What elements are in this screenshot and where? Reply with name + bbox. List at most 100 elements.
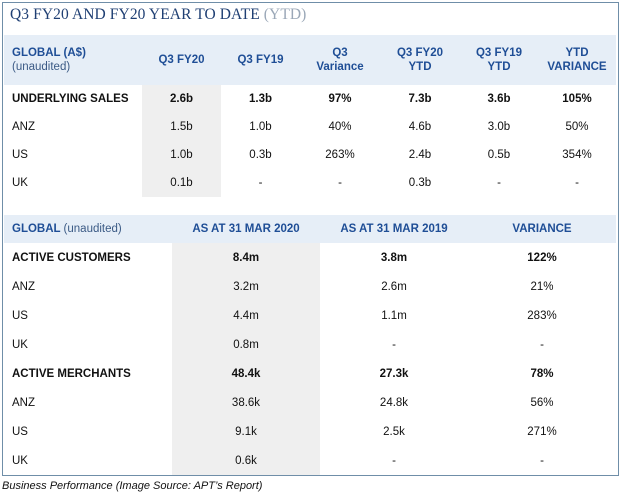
row-label: ANZ [12, 280, 35, 293]
table-cell: 354% [562, 149, 592, 161]
header-label: GLOBAL [12, 223, 61, 235]
table-row-anz: ANZ 38.6k 24.8k 56% [4, 388, 616, 417]
column-header: Q3 Variance [300, 35, 380, 85]
table-cell: 8.4m [172, 243, 320, 272]
column-header-line: Q3 [332, 47, 348, 59]
table-cell: 2.4b [408, 149, 432, 161]
column-header-line: Variance [316, 61, 364, 73]
table-cell: 7.3b [408, 93, 432, 105]
table-cell: 122% [527, 251, 557, 264]
column-header: AS AT 31 MAR 2020 [172, 215, 320, 243]
table-cell: 1.0b [249, 121, 272, 133]
row-label: US [12, 425, 28, 438]
table-row-uk: UK 0.8m - - [4, 330, 616, 359]
table-cell: 283% [527, 309, 557, 322]
header-row: GLOBAL (A$) (unaudited) Q3 FY20 Q3 FY19 Q3 Va… [4, 35, 616, 85]
table-cell: 0.3b [408, 177, 432, 189]
header-label-cell: GLOBAL (A$) (unaudited) [4, 35, 142, 85]
table-cell: 38.6k [172, 388, 320, 417]
column-header: Q3 FY19 [221, 35, 300, 85]
header-label: GLOBAL (A$) [12, 47, 86, 59]
table-cell: 40% [328, 121, 352, 133]
doc-title: Q3 FY20 AND FY20 YEAR TO DATE (YTD) [10, 6, 306, 24]
table-cell: - [258, 177, 263, 189]
header-sublabel: (unaudited) [12, 61, 71, 73]
doc-title-suffix: (YTD) [263, 6, 307, 23]
table-cell: 27.3k [379, 367, 409, 380]
table-cell: 1.3b [248, 93, 272, 105]
row-label: US [12, 309, 28, 322]
table-cell: 0.5b [487, 149, 511, 161]
table-cell: - [338, 177, 342, 189]
table-cell: - [540, 338, 544, 351]
table-row-anz: ANZ 1.5b 1.0b 40% 4.6b 3.0b 50% [4, 113, 616, 141]
row-label: UNDERLYING SALES [12, 93, 129, 105]
caption: Business Performance (Image Source: APT’… [2, 480, 263, 492]
column-header-line: YTD [487, 61, 511, 73]
table-row-active-merchants: ACTIVE MERCHANTS 48.4k 27.3k 78% [4, 359, 616, 388]
table-cell: - [392, 454, 396, 467]
row-label: UK [12, 177, 28, 189]
row-label: ANZ [12, 121, 35, 133]
header-row: GLOBAL (unaudited) AS AT 31 MAR 2020 AS AT… [4, 215, 616, 243]
table-cell: 2.6m [381, 280, 407, 293]
table-row-us: US 4.4m 1.1m 283% [4, 301, 616, 330]
table-row-active-customers: ACTIVE CUSTOMERS 8.4m 3.8m 122% [4, 243, 616, 272]
table-cell: 50% [565, 121, 589, 133]
table-cell: - [392, 338, 396, 351]
table-row-anz: ANZ 3.2m 2.6m 21% [4, 272, 616, 301]
table-row-uk: UK 0.1b - - 0.3b - - [4, 169, 616, 197]
table-cell: 3.6b [487, 93, 511, 105]
table-cell: 56% [530, 396, 554, 409]
column-header-line: VARIANCE [547, 61, 607, 73]
table-cell: 3.2m [172, 272, 320, 301]
table-cell: 4.6b [408, 121, 432, 133]
table-cell: - [575, 177, 579, 189]
table-cell: 1.5b [142, 113, 221, 141]
column-header-line: YTD [408, 61, 432, 73]
table-cell: 0.3b [249, 149, 272, 161]
column-header-line: YTD [565, 47, 589, 59]
row-label: ACTIVE CUSTOMERS [12, 251, 131, 264]
table-cell: 1.1m [381, 309, 407, 322]
table-cell: 0.1b [142, 169, 221, 197]
header-label-cell: GLOBAL (unaudited) [4, 215, 172, 243]
table-row-uk: UK 0.6k - - [4, 446, 616, 475]
row-label: UK [12, 338, 28, 351]
column-header: AS AT 31 MAR 2019 [320, 215, 468, 243]
table-cell: 4.4m [172, 301, 320, 330]
table-cell: 263% [325, 149, 355, 161]
column-header-line: Q3 FY19 [475, 47, 523, 59]
table-row-us: US 9.1k 2.5k 271% [4, 417, 616, 446]
table-cell: 2.6b [142, 85, 221, 113]
table-cell: 0.8m [172, 330, 320, 359]
doc-title-main: Q3 FY20 AND FY20 YEAR TO DATE [10, 6, 260, 23]
column-header: VARIANCE [468, 215, 616, 243]
table-cell: 0.6k [172, 446, 320, 475]
sales-table: GLOBAL (A$) (unaudited) Q3 FY20 Q3 FY19 Q3 Va… [4, 35, 616, 197]
row-label: UK [12, 454, 28, 467]
table-cell: 21% [530, 280, 554, 293]
table-cell: 9.1k [172, 417, 320, 446]
column-header-line: Q3 FY20 [158, 54, 205, 66]
table-cell: 105% [562, 93, 592, 105]
table-cell: 3.0b [487, 121, 511, 133]
column-header: Q3 FY20 YTD [380, 35, 460, 85]
column-header: Q3 FY19 YTD [460, 35, 538, 85]
table-row-underlying-sales: UNDERLYING SALES 2.6b 1.3b 97% 7.3b 3.6b 105% [4, 85, 616, 113]
metrics-table: GLOBAL (unaudited) AS AT 31 MAR 2020 AS AT… [4, 215, 616, 475]
column-header-line: Q3 FY19 [237, 54, 284, 66]
table-cell: 24.8k [379, 396, 409, 409]
table-cell: - [540, 454, 544, 467]
table-cell: 78% [530, 367, 554, 380]
row-label: US [12, 149, 28, 161]
column-header-line: Q3 FY20 [396, 47, 444, 59]
table-cell: 1.0b [142, 141, 221, 169]
table-row-us: US 1.0b 0.3b 263% 2.4b 0.5b 354% [4, 141, 616, 169]
table-cell: 3.8m [380, 251, 408, 264]
table-cell: 2.5k [383, 425, 405, 438]
column-header: Q3 FY20 [142, 35, 221, 85]
table-cell: 97% [328, 93, 352, 105]
row-label: ACTIVE MERCHANTS [12, 367, 131, 380]
table-cell: 48.4k [172, 359, 320, 388]
